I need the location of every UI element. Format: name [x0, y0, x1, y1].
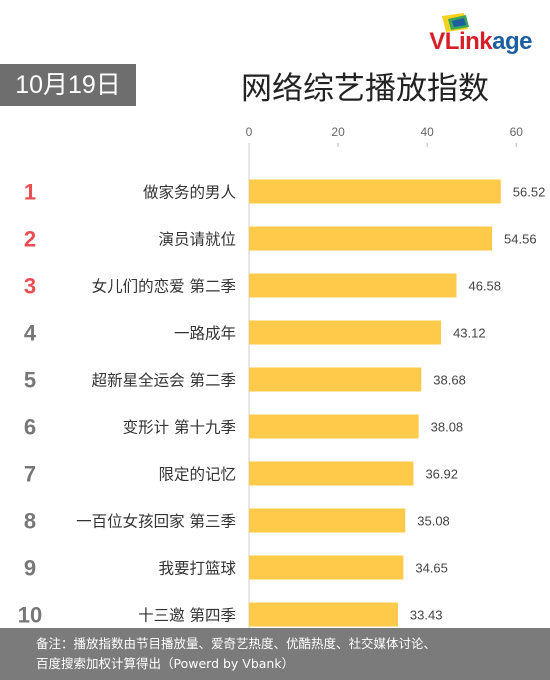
bar	[249, 414, 419, 439]
category-label: 变形计 第十九季	[123, 419, 236, 437]
category-label: 一百位女孩回家 第三季	[76, 512, 236, 531]
footer-note: 备注：播放指数由节目播放量、爱奇艺热度、优酷热度、社交媒体讨论、 百度搜索加权计…	[0, 628, 550, 680]
bar	[249, 367, 422, 392]
value-label: 43.12	[453, 326, 486, 341]
rank-number: 3	[24, 274, 36, 299]
bar	[249, 273, 457, 298]
category-label: 做家务的男人	[143, 184, 236, 202]
bar	[249, 508, 406, 533]
category-label: 超新星全运会 第二季	[92, 372, 236, 390]
date-badge: 10月19日	[0, 64, 136, 106]
category-label: 我要打篮球	[158, 560, 236, 578]
x-tick-label: 40	[421, 125, 435, 139]
category-label: 限定的记忆	[158, 466, 236, 484]
value-label: 38.08	[431, 420, 464, 435]
category-label: 一路成年	[174, 325, 236, 343]
rank-number: 4	[24, 321, 37, 346]
category-label: 十三邀 第四季	[138, 607, 236, 625]
x-tick-label: 60	[510, 125, 524, 139]
value-label: 46.58	[468, 279, 501, 294]
ranking-bar-chart: 0 20 40 60 56.52 做家务的男人 1 54.56 演员请就位 2 46.58 女儿们的恋…	[18, 125, 546, 628]
value-label: 34.65	[415, 561, 448, 576]
bar	[249, 179, 501, 204]
bar	[249, 602, 398, 627]
x-tick-label: 0	[246, 125, 253, 139]
value-label: 33.43	[410, 608, 443, 623]
footer-line-1: 备注：播放指数由节目播放量、爱奇艺热度、优酷热度、社交媒体讨论、	[36, 636, 437, 651]
rank-number: 2	[24, 227, 36, 252]
rank-number: 7	[24, 462, 36, 487]
value-label: 56.52	[513, 185, 546, 200]
value-label: 54.56	[504, 232, 537, 247]
vlinkage-logo: VLinkage	[392, 13, 532, 55]
logo-mark-icon	[442, 13, 469, 32]
category-label: 女儿们的恋爱 第二季	[92, 277, 236, 296]
x-tick-label: 20	[331, 125, 345, 139]
rank-number: 8	[24, 509, 36, 534]
bar	[249, 226, 493, 251]
value-label: 36.92	[425, 467, 458, 482]
bar	[249, 555, 404, 580]
bar	[249, 320, 442, 345]
rank-number: 9	[24, 556, 36, 581]
value-label: 38.68	[433, 373, 466, 388]
page-title: 网络综艺播放指数	[241, 71, 489, 107]
footer-line-2: 百度搜索加权计算得出（Powerd by Vbank）	[36, 656, 295, 671]
rank-number: 5	[24, 368, 36, 393]
bar	[249, 461, 414, 486]
category-label: 演员请就位	[158, 231, 236, 249]
rank-number: 1	[24, 180, 36, 205]
rank-number: 6	[24, 415, 36, 440]
logo-text: VLinkage	[429, 28, 532, 55]
rank-number: 10	[18, 603, 42, 628]
value-label: 35.08	[417, 514, 450, 529]
